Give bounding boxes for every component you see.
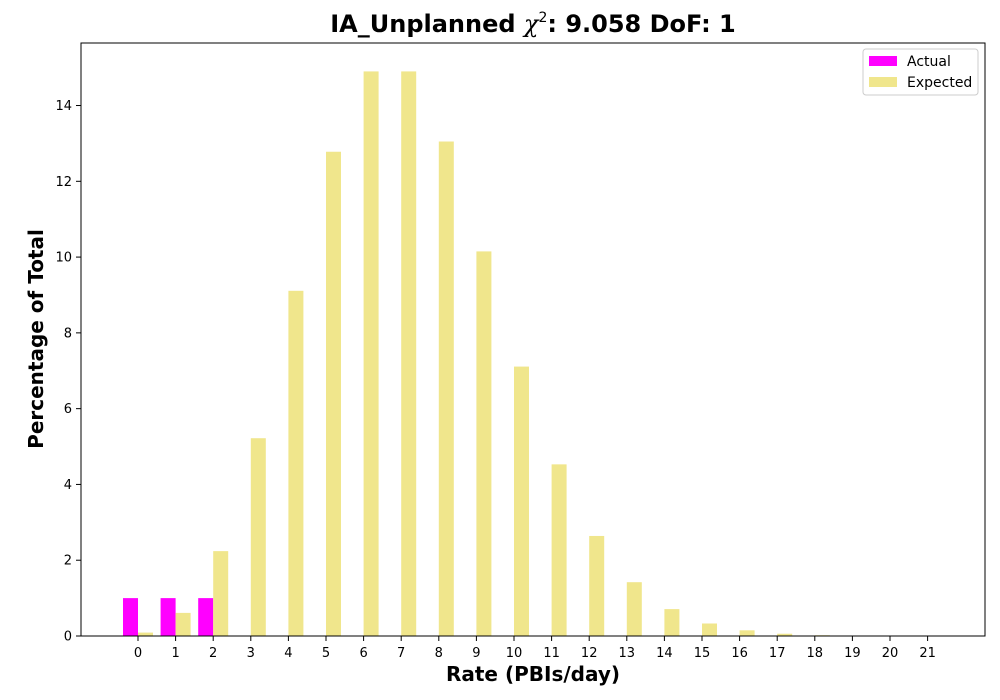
legend-swatch-actual xyxy=(869,56,897,66)
bar-expected-14 xyxy=(664,609,680,636)
y-tick-label: 4 xyxy=(64,478,72,493)
x-tick-label: 18 xyxy=(807,646,824,661)
x-tick-label: 16 xyxy=(731,646,748,661)
bar-expected-15 xyxy=(702,623,717,636)
bar-actual-1 xyxy=(160,598,176,636)
y-tick-label: 0 xyxy=(64,630,72,645)
bar-expected-9 xyxy=(476,251,492,636)
x-axis-label: Rate (PBIs/day) xyxy=(446,662,620,686)
bar-expected-0 xyxy=(138,632,153,636)
y-axis-label: Percentage of Total xyxy=(24,229,48,449)
x-tick-label: 21 xyxy=(919,646,936,661)
y-tick-label: 12 xyxy=(55,175,72,190)
x-tick-label: 10 xyxy=(506,646,523,661)
bar-expected-16 xyxy=(739,630,755,636)
legend: Actual Expected xyxy=(862,48,979,96)
x-tick-label: 2 xyxy=(209,646,217,661)
bar-expected-6 xyxy=(363,71,379,637)
legend-label-actual: Actual xyxy=(907,54,951,70)
x-tick-label: 13 xyxy=(619,646,636,661)
legend-label-expected: Expected xyxy=(907,75,972,91)
legend-swatch-expected xyxy=(869,77,897,87)
bar-expected-10 xyxy=(514,366,529,636)
bar-expected-12 xyxy=(589,535,605,636)
bar-expected-11 xyxy=(551,464,567,636)
bar-expected-5 xyxy=(326,151,341,637)
x-tick-label: 7 xyxy=(397,646,405,661)
x-tick-label: 11 xyxy=(543,646,560,661)
y-tick-label: 2 xyxy=(64,554,72,569)
x-tick-label: 8 xyxy=(435,646,443,661)
ticks-group: 0 1 2 3 4 5 6 7 8 9 10 11 12 13 14 15 16 17 18 19 20 21024681… xyxy=(55,99,935,661)
bar-expected-1 xyxy=(175,612,191,636)
bar-expected-7 xyxy=(401,71,417,637)
chart-title: IA_Unplanned χ2: 9.058 DoF: 1 xyxy=(330,10,736,38)
bar-expected-13 xyxy=(626,582,642,636)
bar-actual-0 xyxy=(123,598,138,636)
x-tick-label: 12 xyxy=(581,646,598,661)
x-tick-label: 9 xyxy=(472,646,480,661)
x-tick-label: 1 xyxy=(171,646,179,661)
bar-expected-17 xyxy=(777,633,793,636)
x-tick-label: 17 xyxy=(769,646,786,661)
y-tick-label: 8 xyxy=(64,326,72,341)
bar-expected-8 xyxy=(438,141,454,636)
plot-frame xyxy=(80,42,986,637)
x-tick-label: 5 xyxy=(322,646,330,661)
bars-group xyxy=(123,71,868,637)
y-tick-label: 6 xyxy=(64,402,72,417)
bar-expected-2 xyxy=(213,551,229,636)
bar-expected-3 xyxy=(250,438,266,636)
x-tick-label: 15 xyxy=(694,646,711,661)
bar-expected-4 xyxy=(288,290,304,636)
x-tick-label: 14 xyxy=(656,646,673,661)
x-tick-label: 19 xyxy=(844,646,861,661)
bar-actual-2 xyxy=(198,598,214,636)
x-tick-label: 20 xyxy=(882,646,899,661)
y-tick-label: 14 xyxy=(55,99,72,114)
x-tick-label: 3 xyxy=(247,646,255,661)
x-tick-label: 6 xyxy=(359,646,367,661)
x-tick-label: 0 xyxy=(134,646,142,661)
y-tick-label: 10 xyxy=(55,251,72,266)
x-tick-label: 4 xyxy=(284,646,292,661)
